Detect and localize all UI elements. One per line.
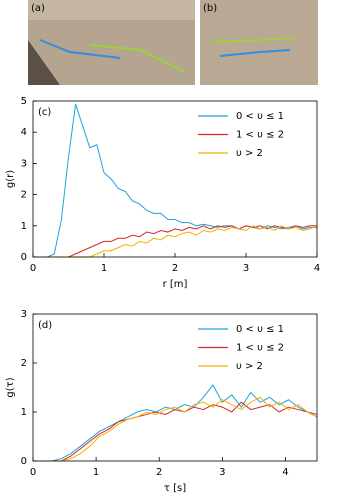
photo-a: (a) — [28, 0, 195, 85]
y-tick-label: 1 — [21, 221, 27, 232]
series-line — [33, 401, 318, 462]
photo-b: (b) — [200, 0, 318, 85]
legend-label: 0 < υ ≤ 1 — [236, 111, 284, 122]
series-line — [33, 384, 318, 462]
x-tick-label: 2 — [172, 263, 178, 274]
x-tick-label: 1 — [93, 467, 99, 478]
series-line — [33, 396, 318, 462]
photo-label: (a) — [31, 3, 45, 14]
y-tick-label: 1 — [21, 407, 27, 418]
y-tick-label: 2 — [21, 358, 27, 369]
x-tick-label: 1 — [101, 263, 107, 274]
y-tick-label: 3 — [21, 158, 27, 169]
series-line — [33, 103, 317, 258]
legend-label: 1 < υ ≤ 2 — [236, 343, 284, 354]
x-tick-label: 4 — [282, 467, 288, 478]
x-tick-label: 0 — [30, 467, 36, 478]
y-tick-label: 5 — [21, 96, 27, 107]
y-axis-label: g(r) — [5, 170, 16, 188]
y-tick-label: 0 — [21, 456, 27, 467]
x-tick-label: 2 — [156, 467, 162, 478]
x-tick-label: 4 — [314, 263, 320, 274]
panel-label: (d) — [38, 320, 52, 331]
x-axis-label: r [m] — [163, 279, 188, 290]
y-tick-label: 2 — [21, 190, 27, 201]
y-tick-label: 3 — [21, 309, 27, 320]
series-line — [33, 225, 318, 258]
y-axis-label: g(τ) — [5, 377, 16, 397]
photo-label: (b) — [203, 3, 217, 14]
y-tick-label: 4 — [21, 127, 27, 138]
legend-label: υ > 2 — [236, 148, 263, 159]
legend-label: 1 < υ ≤ 2 — [236, 130, 284, 141]
plot-frame — [32, 313, 318, 462]
plot-frame — [32, 100, 318, 258]
x-tick-label: 0 — [30, 263, 36, 274]
x-tick-label: 3 — [219, 467, 225, 478]
panel-label: (c) — [38, 107, 51, 118]
y-tick-label: 0 — [21, 252, 27, 263]
x-tick-label: 3 — [243, 263, 249, 274]
legend-label: 0 < υ ≤ 1 — [236, 324, 284, 335]
x-axis-label: τ [s] — [164, 483, 186, 494]
legend-label: υ > 2 — [236, 361, 263, 372]
